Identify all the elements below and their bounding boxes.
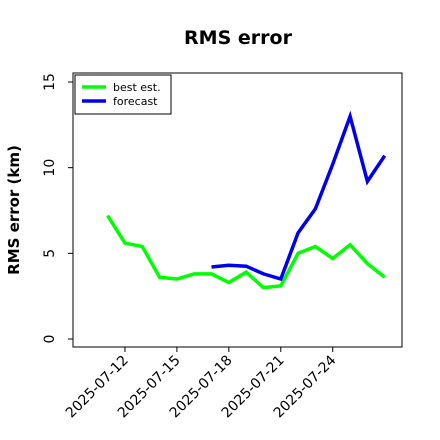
legend-label: best est. [113,81,161,94]
y-tick-label: 0 [42,335,58,344]
y-tick-label: 10 [42,159,58,177]
series-lines [106,110,387,290]
legend: best est.forecast [74,74,172,115]
y-axis-label: RMS error (km) [5,145,23,275]
plot-area [72,72,403,348]
series-line-forecast [211,110,387,282]
x-axis: 2025-07-122025-07-152025-07-182025-07-21… [63,347,340,421]
y-tick-label: 15 [42,73,58,91]
y-tick-label: 5 [42,249,58,258]
chart-title: RMS error [184,27,293,49]
series-line-best-est [106,214,386,290]
legend-label: forecast [113,95,158,108]
y-axis: 0 5 10 15 [42,73,73,343]
legend-box [74,74,172,115]
